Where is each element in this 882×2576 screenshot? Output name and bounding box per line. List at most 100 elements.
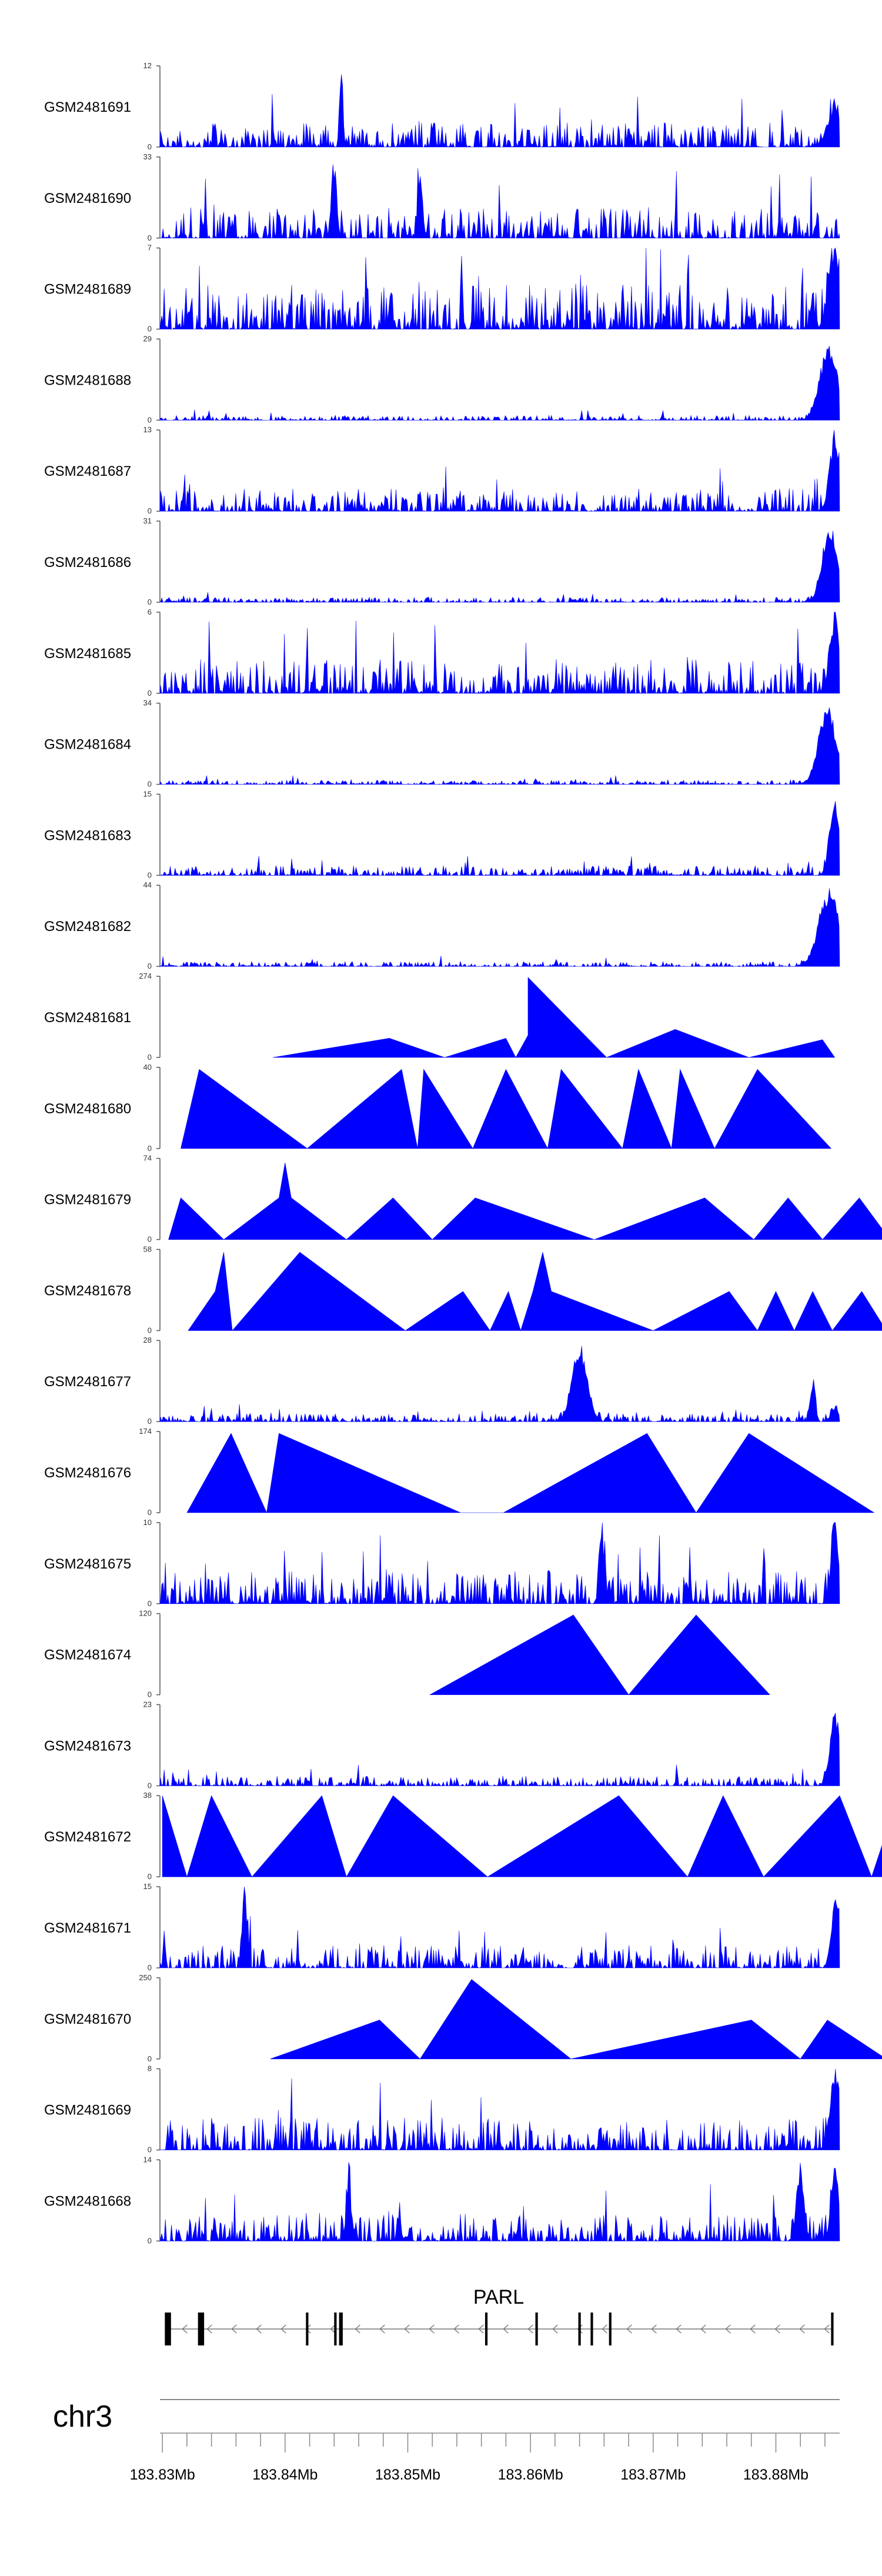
strand-arrow bbox=[478, 2324, 484, 2334]
signal-area bbox=[168, 1163, 882, 1240]
track-GSM2481681: GSM2481681 274 0 bbox=[44, 972, 836, 1062]
signal-area bbox=[159, 430, 840, 512]
gene-exon bbox=[578, 2313, 581, 2345]
data-tracks: GSM2481691120GSM2481690330GSM248168970GS… bbox=[44, 61, 882, 2245]
track-label: GSM2481680 bbox=[44, 1101, 131, 1117]
track-ymin-label: 0 bbox=[148, 2145, 152, 2154]
gene-exon bbox=[485, 2313, 488, 2345]
track-ymax-label: 34 bbox=[143, 699, 152, 708]
track-label: GSM2481690 bbox=[44, 191, 131, 206]
track-ymax-label: 14 bbox=[143, 2155, 152, 2164]
gene-exon bbox=[535, 2313, 538, 2345]
track-ymax-label: 15 bbox=[143, 1882, 152, 1891]
track-ymax-label: 7 bbox=[148, 243, 152, 252]
track-GSM2481680: GSM2481680 40 0 bbox=[44, 1063, 832, 1153]
track-ymin-label: 0 bbox=[148, 1508, 152, 1517]
strand-arrow bbox=[824, 2324, 830, 2334]
track-label: GSM2481685 bbox=[44, 646, 131, 662]
track-ymin-label: 0 bbox=[148, 2236, 152, 2245]
gene-model-region: PARL bbox=[165, 2286, 834, 2345]
signal-area bbox=[159, 888, 840, 967]
signal-area bbox=[270, 1979, 882, 2060]
gene-exon bbox=[198, 2313, 205, 2345]
track-ymax-label: 74 bbox=[143, 1154, 152, 1163]
track-GSM2481691: GSM2481691 12 0 bbox=[44, 61, 840, 151]
track-ymax-label: 44 bbox=[143, 880, 152, 889]
chromosome-axis-region: chr3 183.83Mb 183.84Mb 183.85Mb 183.86Mb 183… bbox=[53, 2399, 840, 2483]
track-GSM2481670: GSM2481670 250 0 bbox=[44, 1973, 882, 2063]
track-ymax-label: 250 bbox=[139, 1973, 152, 1982]
track-ymax-label: 23 bbox=[143, 1700, 152, 1709]
signal-area bbox=[188, 1252, 882, 1332]
track-ymin-label: 0 bbox=[148, 1053, 152, 1062]
strand-arrow bbox=[182, 2324, 188, 2334]
track-ymin-label: 0 bbox=[148, 870, 152, 879]
track-label: GSM2481684 bbox=[44, 737, 131, 753]
track-GSM2481669: GSM2481669 8 0 bbox=[44, 2064, 840, 2154]
strand-arrow bbox=[404, 2324, 410, 2334]
track-label: GSM2481679 bbox=[44, 1192, 131, 1208]
track-ymin-label: 0 bbox=[148, 962, 152, 970]
track-label: GSM2481671 bbox=[44, 1920, 131, 1936]
signal-area bbox=[272, 977, 836, 1058]
signal-area bbox=[186, 1433, 875, 1514]
axis-tick-label: 183.86Mb bbox=[498, 2467, 563, 2483]
axis-tick-label: 183.83Mb bbox=[130, 2467, 195, 2483]
gene-name-label: PARL bbox=[473, 2286, 524, 2308]
track-ymax-label: 174 bbox=[139, 1427, 152, 1436]
signal-area bbox=[159, 530, 840, 603]
track-label: GSM2481682 bbox=[44, 919, 131, 935]
signal-area bbox=[159, 74, 840, 148]
track-ymin-label: 0 bbox=[148, 415, 152, 424]
track-GSM2481672: GSM2481672 38 0 bbox=[44, 1791, 882, 1881]
track-ymax-label: 12 bbox=[143, 61, 152, 70]
gene-exon bbox=[306, 2313, 309, 2345]
gene-exon bbox=[339, 2313, 343, 2345]
strand-arrow bbox=[527, 2324, 533, 2334]
track-ymin-label: 0 bbox=[148, 2054, 152, 2063]
signal-area bbox=[159, 2068, 840, 2151]
track-ymax-label: 13 bbox=[143, 425, 152, 434]
track-ymax-label: 40 bbox=[143, 1063, 152, 1072]
track-ymax-label: 58 bbox=[143, 1244, 152, 1253]
track-ymin-label: 0 bbox=[148, 325, 152, 333]
strand-arrow bbox=[602, 2324, 607, 2334]
strand-arrow bbox=[676, 2324, 681, 2334]
track-ymax-label: 29 bbox=[143, 334, 152, 343]
axis-tick-label: 183.85Mb bbox=[375, 2467, 440, 2483]
track-label: GSM2481674 bbox=[44, 1647, 131, 1663]
gene-exon bbox=[334, 2313, 337, 2345]
track-GSM2481677: GSM2481677 28 0 bbox=[44, 1336, 840, 1426]
track-ymax-label: 274 bbox=[139, 972, 152, 980]
track-ymin-label: 0 bbox=[148, 1235, 152, 1244]
strand-arrow bbox=[280, 2324, 286, 2334]
signal-area bbox=[159, 707, 840, 785]
signal-area bbox=[159, 1346, 840, 1423]
strand-arrow bbox=[330, 2324, 336, 2334]
chromosome-label: chr3 bbox=[53, 2400, 112, 2434]
track-label: GSM2481686 bbox=[44, 555, 131, 570]
gene-model bbox=[165, 2313, 834, 2345]
strand-arrow bbox=[503, 2324, 509, 2334]
track-GSM2481689: GSM2481689 7 0 bbox=[44, 243, 840, 333]
track-label: GSM2481673 bbox=[44, 1738, 131, 1754]
track-ymin-label: 0 bbox=[148, 1963, 152, 1972]
strand-arrow bbox=[355, 2324, 360, 2334]
track-ymax-label: 6 bbox=[148, 608, 152, 616]
track-label: GSM2481672 bbox=[44, 1829, 131, 1845]
strand-arrow bbox=[626, 2324, 632, 2334]
track-GSM2481688: GSM2481688 29 0 bbox=[44, 334, 840, 424]
track-GSM2481676: GSM2481676 174 0 bbox=[44, 1427, 875, 1517]
track-ymin-label: 0 bbox=[148, 506, 152, 515]
track-ymin-label: 0 bbox=[148, 598, 152, 606]
strand-arrow bbox=[774, 2324, 780, 2334]
track-ymax-label: 33 bbox=[143, 152, 152, 161]
track-GSM2481679: GSM2481679 74 0 bbox=[44, 1154, 882, 1244]
strand-arrow bbox=[799, 2324, 805, 2334]
track-ymin-label: 0 bbox=[148, 1599, 152, 1608]
gene-exon bbox=[165, 2313, 171, 2345]
signal-area bbox=[159, 164, 840, 239]
track-GSM2481673: GSM2481673 23 0 bbox=[44, 1700, 840, 1790]
track-label: GSM2481691 bbox=[44, 99, 131, 115]
